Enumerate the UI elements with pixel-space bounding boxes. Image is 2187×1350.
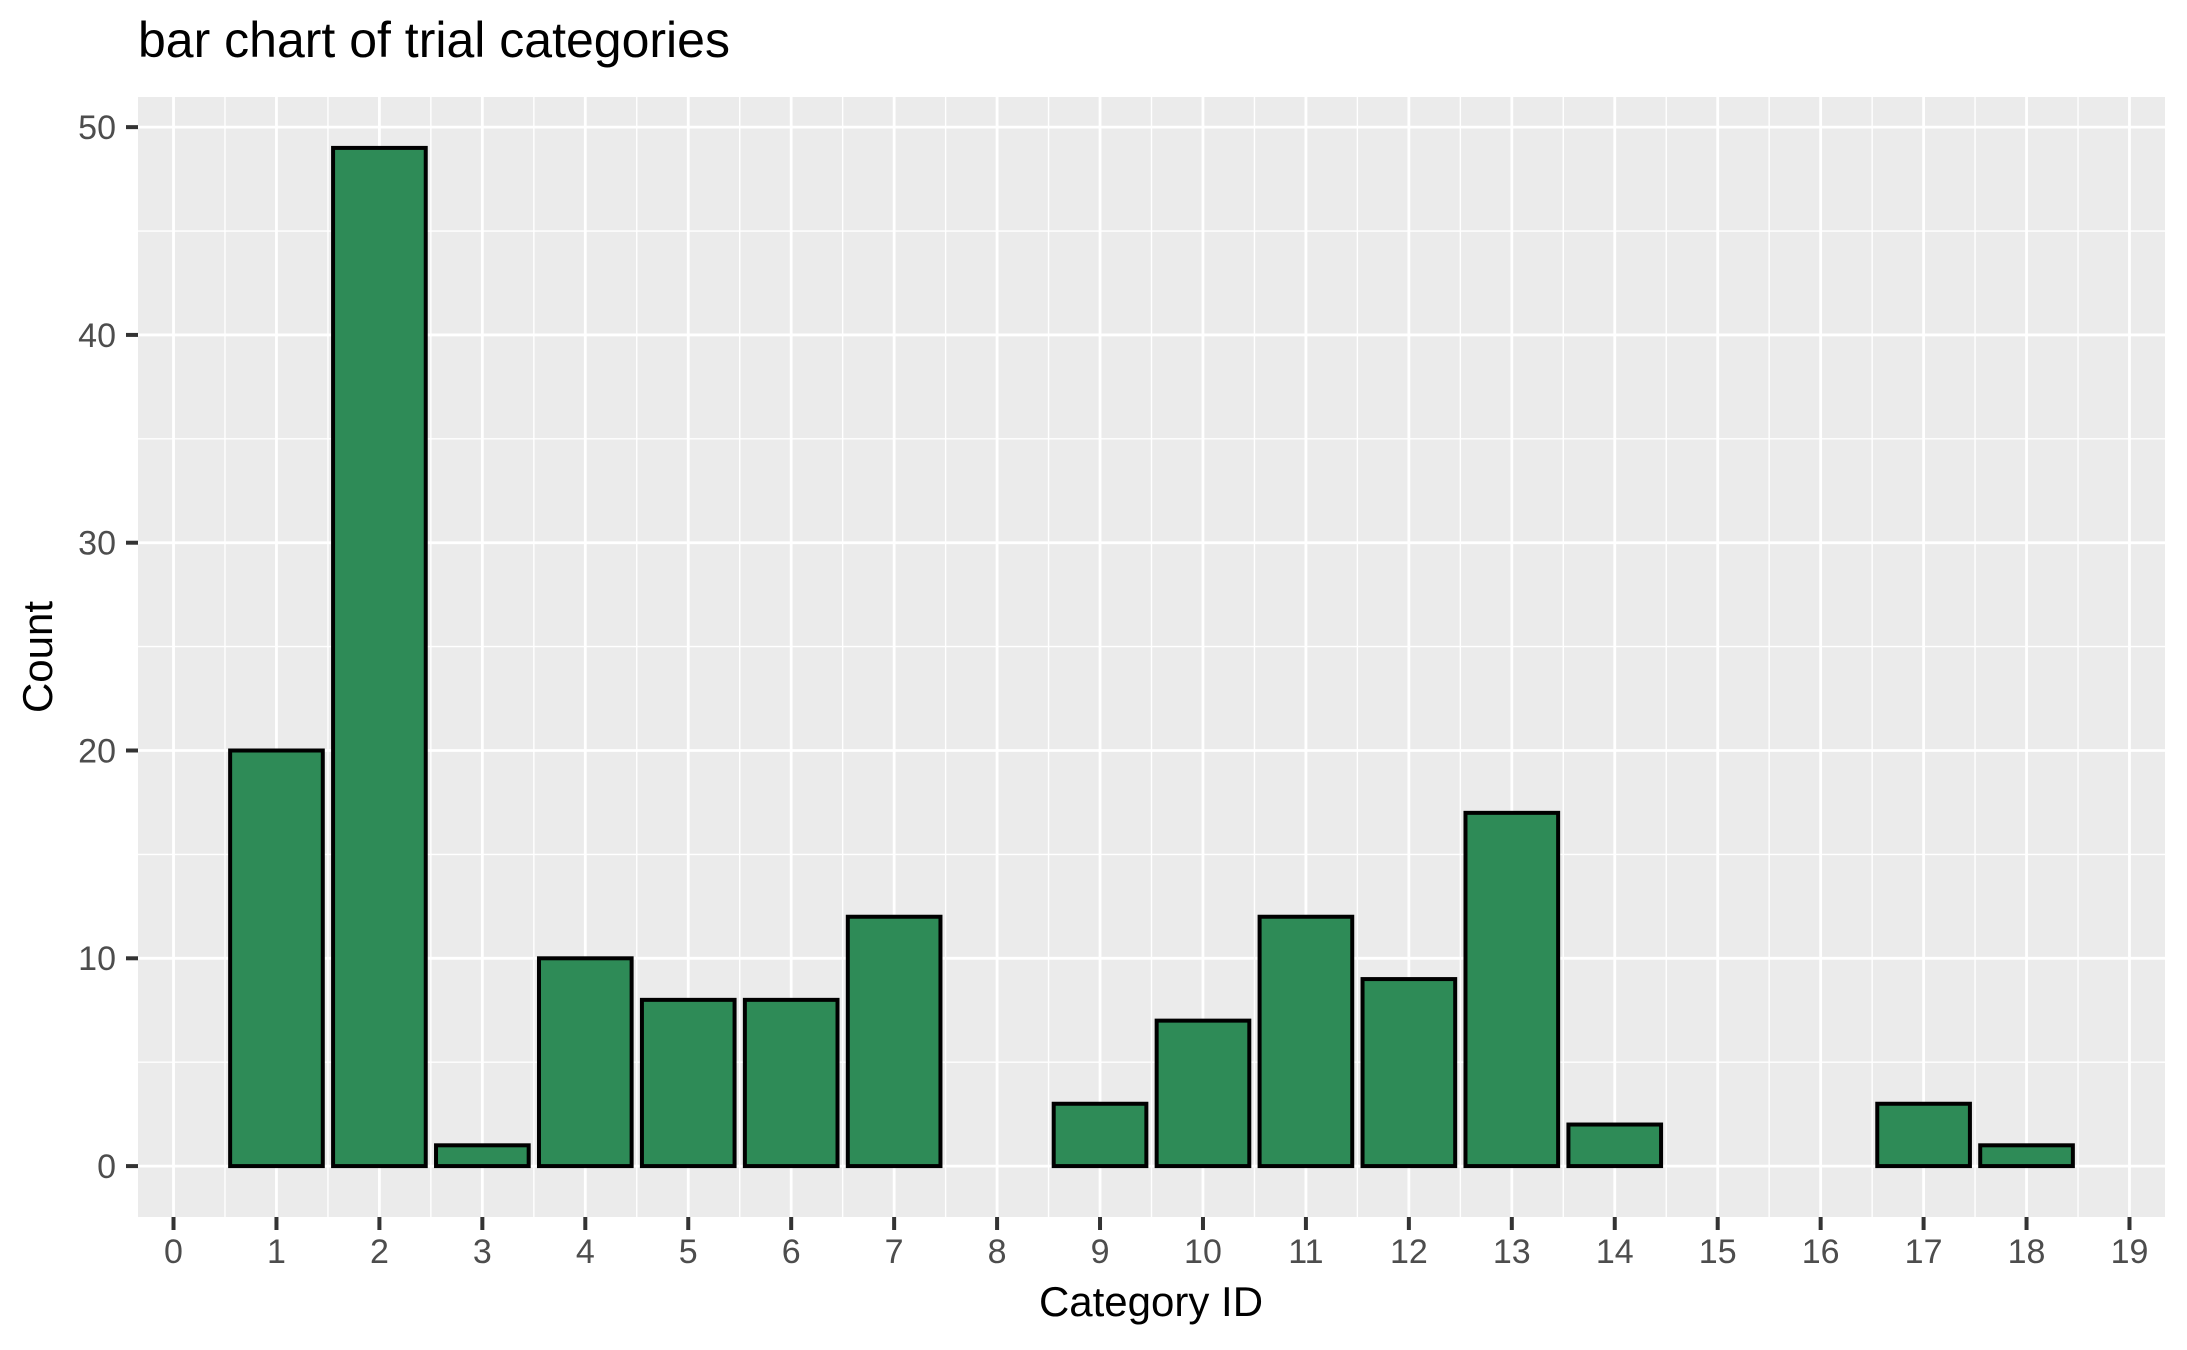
x-tick-label: 1 bbox=[267, 1233, 286, 1271]
x-tick-label: 10 bbox=[1184, 1233, 1222, 1271]
bar-category-7 bbox=[845, 914, 943, 1169]
x-tick-label: 12 bbox=[1390, 1233, 1428, 1271]
y-tick-label: 0 bbox=[97, 1148, 116, 1186]
bars-group bbox=[228, 145, 2075, 1169]
bar-category-10 bbox=[1154, 1018, 1252, 1169]
x-tick-label: 3 bbox=[473, 1233, 492, 1271]
x-tick-label: 8 bbox=[988, 1233, 1007, 1271]
bar-category-5 bbox=[639, 997, 737, 1169]
bar-category-13 bbox=[1463, 810, 1561, 1169]
chart-title: bar chart of trial categories bbox=[138, 12, 730, 68]
x-tick-label: 11 bbox=[1288, 1233, 1323, 1271]
bar-category-1 bbox=[228, 748, 325, 1169]
bar-category-12 bbox=[1360, 977, 1458, 1169]
bar-category-17 bbox=[1875, 1101, 1972, 1169]
x-tick-label: 4 bbox=[576, 1233, 595, 1271]
bar-category-18 bbox=[1978, 1143, 2075, 1169]
bar-category-11 bbox=[1257, 914, 1355, 1169]
y-tick-label: 10 bbox=[78, 940, 116, 978]
bar-category-14 bbox=[1566, 1122, 1664, 1169]
minor-gridlines bbox=[138, 97, 2165, 1217]
y-tick-label: 40 bbox=[78, 317, 116, 355]
x-tick-label: 14 bbox=[1596, 1233, 1634, 1271]
x-tick-label: 17 bbox=[1905, 1233, 1943, 1271]
bar-category-4 bbox=[536, 956, 634, 1169]
axis-tick-marks bbox=[126, 125, 2132, 1230]
x-tick-label: 18 bbox=[2008, 1233, 2046, 1271]
bar-category-9 bbox=[1051, 1101, 1149, 1169]
x-tick-label: 5 bbox=[679, 1233, 698, 1271]
x-tick-label: 6 bbox=[782, 1233, 801, 1271]
x-tick-label: 19 bbox=[2111, 1233, 2149, 1271]
y-tick-label: 50 bbox=[78, 109, 116, 147]
y-tick-label: 30 bbox=[78, 525, 116, 563]
x-tick-label: 7 bbox=[885, 1233, 904, 1271]
x-axis-title: Category ID bbox=[1039, 1278, 1263, 1325]
x-tick-label: 16 bbox=[1802, 1233, 1840, 1271]
bar-category-6 bbox=[742, 997, 840, 1169]
bar-category-3 bbox=[434, 1143, 531, 1169]
bar-category-2 bbox=[331, 145, 428, 1169]
x-tick-label: 15 bbox=[1699, 1233, 1737, 1271]
x-tick-label: 13 bbox=[1493, 1233, 1531, 1271]
y-axis-title: Count bbox=[14, 601, 61, 713]
x-tick-label: 2 bbox=[370, 1233, 389, 1271]
x-tick-label: 9 bbox=[1091, 1233, 1110, 1271]
x-tick-label: 0 bbox=[164, 1233, 183, 1271]
y-tick-label: 20 bbox=[78, 732, 116, 770]
